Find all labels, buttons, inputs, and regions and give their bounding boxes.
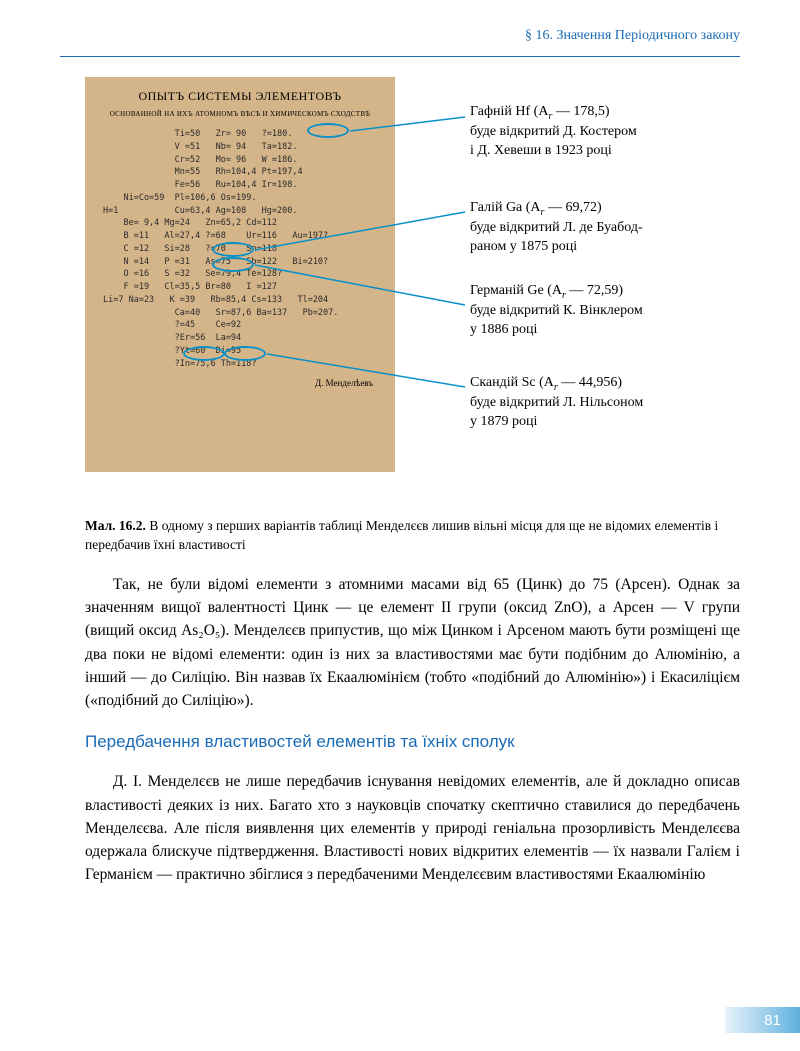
annotation-text: Германій Ge (Ar — 72,59)буде відкритий К… [470,282,750,340]
caption-label: Мал. 16.2. [85,518,146,533]
annotation-arrows [85,77,485,497]
page-number-value: 81 [764,1012,781,1029]
caption-text: В одному з перших варіантів таблиці Менд… [85,518,718,552]
paragraph-text: Так, не були відомі елементи з атомними … [85,573,740,713]
heading-text: Передбачення властивостей елементів та ї… [85,732,515,751]
figure-caption: Мал. 16.2. В одному з перших варіантів т… [85,517,740,555]
annotation-text: Галій Ga (Ar — 69,72)буде відкритий Л. д… [470,199,750,257]
annotation-text: Гафній Hf (Ar — 178,5)буде відкритий Д. … [470,103,750,161]
section-heading: Передбачення властивостей елементів та ї… [85,732,740,752]
body-paragraph-2: Д. І. Менделєєв не лише передбачив існув… [85,770,740,886]
page-header: § 16. Значення Періодичного закону [0,0,800,52]
header-text: § 16. Значення Періодичного закону [525,28,740,43]
figure-area: ОПЫТЪ СИСТЕМЫ ЭЛЕМЕНТОВЪ ОСНОВАННОЙ НА И… [85,77,740,507]
paragraph-text: Д. І. Менделєєв не лише передбачив існув… [85,770,740,886]
annotation-text: Скандій Sc (Ar — 44,956)буде відкритий Л… [470,374,750,432]
header-divider [60,56,740,57]
page-number: 81 [725,1007,800,1033]
body-paragraph-1: Так, не були відомі елементи з атомними … [85,573,740,713]
